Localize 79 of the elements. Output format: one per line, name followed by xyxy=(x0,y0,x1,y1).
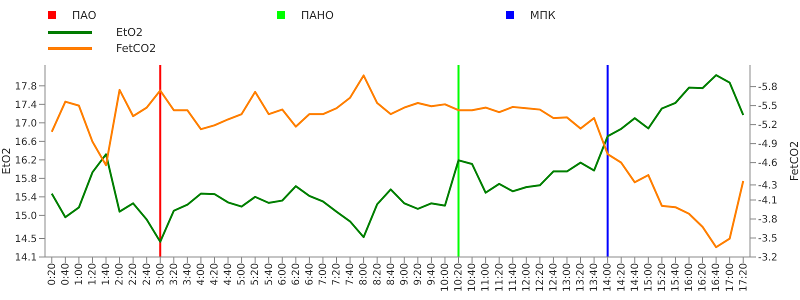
legend-label: EtO2 xyxy=(116,26,143,38)
y2-tick-label: -4.3 xyxy=(758,180,778,192)
y2-tick-label: -4.1 xyxy=(758,196,778,207)
x-tick-label: 9:00 xyxy=(399,263,410,286)
x-tick-label: 1:00 xyxy=(74,263,85,286)
y-tick-label: 14.1 xyxy=(14,252,37,264)
x-tick-label: 5:40 xyxy=(264,263,275,286)
x-tick-label: 12:00 xyxy=(521,263,532,292)
x-tick-label: 12:40 xyxy=(548,263,560,292)
x-tick-label: 2:20 xyxy=(128,263,140,286)
x-tick-label: 2:00 xyxy=(114,263,126,286)
x-tick-label: 15:40 xyxy=(670,263,682,292)
x-tick-label: 16:20 xyxy=(698,263,709,292)
x-tick-label: 17:00 xyxy=(724,263,736,292)
x-tick-label: 1:20 xyxy=(88,263,99,286)
y-tick-label: 15.8 xyxy=(14,174,37,185)
x-tick-label: 3:20 xyxy=(168,263,180,286)
x-tick-label: 11:20 xyxy=(494,263,506,292)
x-tick-label: 7:40 xyxy=(345,263,356,286)
x-tick-label: 0:20 xyxy=(46,263,58,286)
x-tick-label: 8:20 xyxy=(372,263,384,286)
legend-label: ПАО xyxy=(72,8,96,22)
x-tick-label: 16:00 xyxy=(684,263,696,292)
x-tick-label: 4:00 xyxy=(196,263,208,286)
x-tick-label: 3:00 xyxy=(155,263,166,286)
y2-tick-label: -5.8 xyxy=(758,82,778,94)
x-tick-label: 13:20 xyxy=(576,263,587,292)
x-tick-label: 7:00 xyxy=(318,263,330,286)
x-tick-label: 8:40 xyxy=(386,263,397,286)
x-tick-label: 15:00 xyxy=(643,263,654,292)
y2-tick-label: -5.5 xyxy=(758,101,778,112)
y2-axis-title: FetCO2 xyxy=(788,140,800,182)
x-tick-label: 10:00 xyxy=(440,263,452,292)
y2-tick-label: -5.2 xyxy=(758,120,778,132)
y2-tick-label: -4.6 xyxy=(758,158,778,170)
x-tick-label: 11:40 xyxy=(508,263,519,292)
x-tick-label: 9:40 xyxy=(426,263,438,286)
x-tick-label: 10:40 xyxy=(467,263,478,292)
x-tick-label: 12:20 xyxy=(534,263,546,292)
x-tick-label: 17:20 xyxy=(738,263,750,292)
y2-tick-label: -3.5 xyxy=(758,234,778,245)
legend-label: МПК xyxy=(530,8,556,22)
x-tick-label: 3:40 xyxy=(182,263,194,286)
x-tick-label: 16:40 xyxy=(711,263,722,292)
y-tick-label: 17.4 xyxy=(14,100,37,111)
x-tick-label: 6:20 xyxy=(290,263,302,286)
y-tick-label: 15.0 xyxy=(14,210,37,222)
y-tick-label: 17.0 xyxy=(14,118,37,130)
x-tick-label: 10:20 xyxy=(454,263,465,292)
y2-tick-label: -4.9 xyxy=(758,139,778,150)
x-tick-label: 14:20 xyxy=(616,263,628,292)
x-tick-label: 15:20 xyxy=(656,263,668,292)
x-tick-label: 13:40 xyxy=(589,263,600,292)
legend-label: FetCO2 xyxy=(116,42,156,54)
x-tick-label: 14:40 xyxy=(630,263,641,292)
x-tick-label: 5:00 xyxy=(236,263,248,286)
y-axis-title: EtO2 xyxy=(0,148,13,174)
x-tick-label: 8:00 xyxy=(358,263,370,286)
x-tick-label: 4:40 xyxy=(223,263,234,286)
x-tick-label: 6:00 xyxy=(277,263,288,286)
y-tick-label: 16.6 xyxy=(14,136,37,148)
x-tick-label: 14:00 xyxy=(602,263,614,292)
x-tick-label: 1:40 xyxy=(101,263,112,286)
y2-tick-label: -3.2 xyxy=(758,252,778,264)
legend-label: ПАНО xyxy=(301,8,334,22)
x-tick-label: 7:20 xyxy=(332,263,343,286)
y-tick-label: 14.5 xyxy=(14,234,37,246)
x-tick-label: 13:00 xyxy=(562,263,574,292)
x-tick-label: 6:40 xyxy=(304,263,316,286)
x-tick-label: 9:20 xyxy=(412,263,424,286)
x-tick-label: 2:40 xyxy=(142,263,153,286)
x-tick-label: 5:20 xyxy=(250,263,262,286)
y-tick-label: 16.2 xyxy=(14,155,37,166)
x-tick-label: 11:00 xyxy=(480,263,492,292)
y-tick-label: 17.8 xyxy=(14,81,37,92)
x-tick-label: 4:20 xyxy=(210,263,221,286)
y-tick-label: 15.4 xyxy=(14,192,37,204)
x-tick-label: 0:40 xyxy=(60,263,72,286)
y2-tick-label: -3.8 xyxy=(758,214,778,226)
